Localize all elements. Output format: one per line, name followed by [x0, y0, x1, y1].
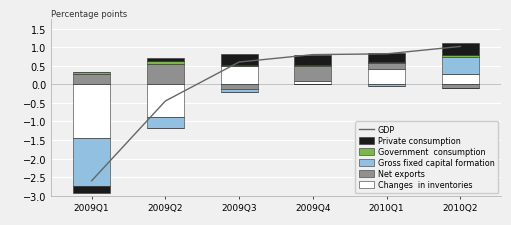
Text: Percentage points: Percentage points [51, 9, 127, 18]
Bar [294, 66, 331, 67]
Bar [442, 58, 479, 74]
Bar [73, 138, 110, 186]
Bar [294, 67, 331, 81]
Bar [368, 85, 405, 87]
Bar [147, 65, 184, 85]
Bar [73, 186, 110, 194]
Bar [221, 65, 258, 67]
Bar [368, 69, 405, 85]
Legend: GDP, Private consumption, Government  consumption, Gross fixed capital formation: GDP, Private consumption, Government con… [355, 122, 498, 193]
Bar [73, 85, 110, 138]
Bar [221, 67, 258, 85]
Bar [368, 63, 405, 64]
Bar [73, 75, 110, 85]
Bar [221, 90, 258, 93]
Bar [368, 64, 405, 69]
Bar [368, 54, 405, 63]
Bar [294, 81, 331, 85]
Bar [442, 74, 479, 85]
Bar [147, 85, 184, 118]
Bar [442, 55, 479, 58]
Bar [221, 55, 258, 65]
Bar [147, 62, 184, 65]
Bar [147, 58, 184, 62]
Bar [73, 72, 110, 75]
Bar [147, 118, 184, 128]
Bar [294, 55, 331, 66]
Bar [442, 44, 479, 55]
Bar [442, 85, 479, 89]
Bar [221, 85, 258, 90]
